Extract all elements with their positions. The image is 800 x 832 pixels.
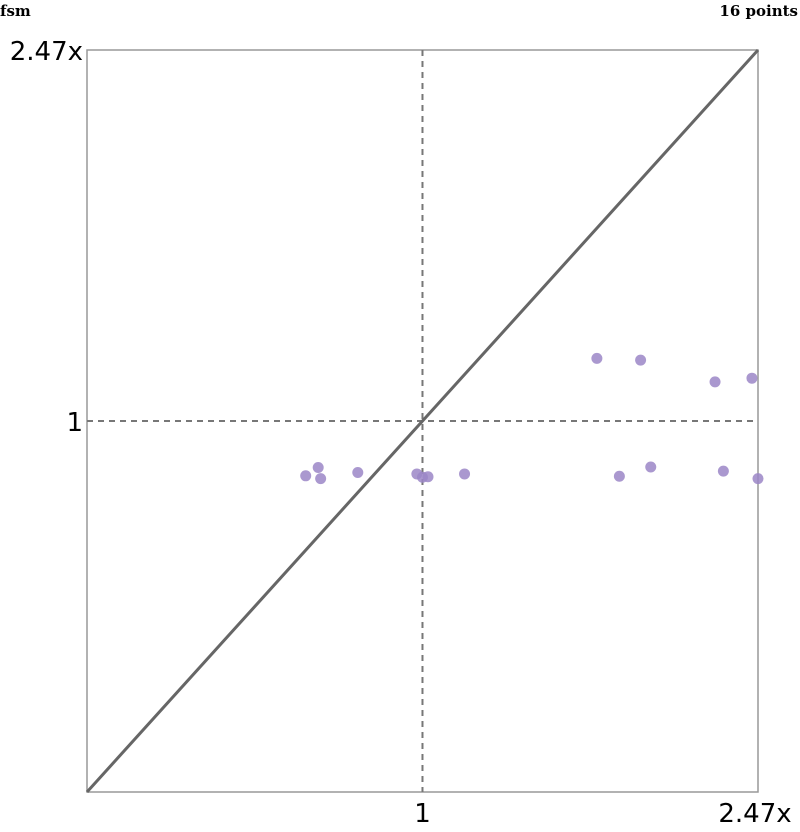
- chart-title-right: 16 points: [719, 2, 798, 20]
- y-tick-label: 2.47x: [10, 37, 83, 67]
- x-tick-label: 2.47x: [718, 799, 791, 829]
- data-point: [717, 465, 729, 477]
- data-point: [645, 461, 657, 473]
- data-point: [315, 473, 327, 485]
- data-point: [300, 470, 312, 482]
- points-layer: [300, 352, 764, 485]
- tick-labels: 1 2.47x 1 2.47x: [10, 37, 792, 829]
- data-point: [752, 473, 764, 485]
- chart-title-left: fsm: [0, 2, 31, 20]
- data-point: [746, 372, 758, 384]
- y-tick-label: 1: [66, 408, 83, 438]
- data-point: [709, 376, 721, 388]
- data-point: [635, 354, 647, 366]
- data-point: [312, 461, 324, 473]
- data-point: [459, 468, 471, 480]
- data-point: [352, 467, 364, 479]
- x-tick-label: 1: [414, 799, 431, 829]
- data-point: [591, 352, 603, 364]
- data-point: [613, 470, 625, 482]
- data-point: [422, 471, 434, 483]
- diagonal-reference-line: [85, 48, 760, 794]
